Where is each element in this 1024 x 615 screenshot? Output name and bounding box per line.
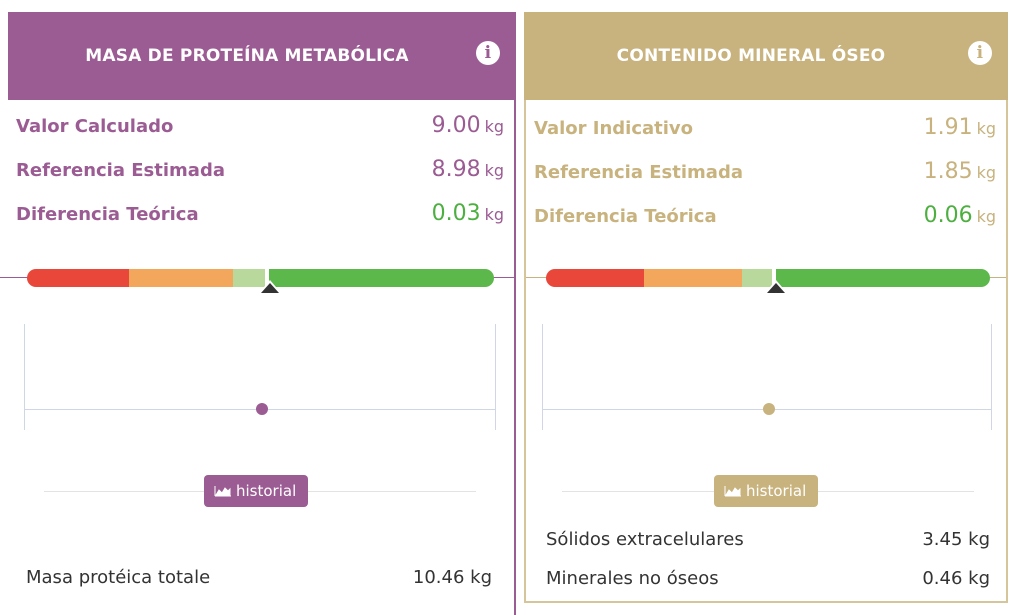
metric-value: 0.06: [923, 203, 973, 228]
gauge-segment-red: [546, 269, 644, 287]
history-button[interactable]: historial: [204, 475, 309, 507]
metric-unit: kg: [484, 117, 504, 136]
gauge-pointer-icon: [258, 280, 282, 294]
history-chart: [24, 324, 496, 430]
gauge-pointer-icon: [764, 280, 788, 294]
bottom-item-non-bone-minerals: Minerales no óseos 0.46 kg: [546, 565, 990, 591]
history-button-label: historial: [746, 482, 807, 500]
metric-unit: kg: [976, 207, 996, 226]
metric-row-difference: Diferencia Teórica 0.03 kg: [16, 201, 504, 231]
bottom-item-label: Masa protéica totale: [26, 566, 211, 588]
metric-unit: kg: [976, 163, 996, 182]
panel-header: MASA DE PROTEÍNA METABÓLICA i: [8, 12, 516, 100]
metric-row-reference: Referencia Estimada 1.85 kg: [534, 159, 996, 189]
metric-row-indicative: Valor Indicativo 1.91 kg: [534, 115, 996, 145]
info-icon[interactable]: i: [968, 41, 992, 65]
gauge-segment-orange: [129, 269, 233, 287]
chart-point[interactable]: [763, 403, 775, 415]
metric-label: Valor Indicativo: [534, 118, 694, 139]
metric-row-reference: Referencia Estimada 8.98 kg: [16, 157, 504, 187]
metric-row-difference: Diferencia Teórica 0.06 kg: [534, 203, 996, 233]
metric-unit: kg: [484, 205, 504, 224]
chart-point[interactable]: [256, 403, 268, 415]
bottom-item-label: Minerales no óseos: [546, 567, 719, 589]
range-gauge: [27, 269, 494, 287]
bone-mineral-panel: CONTENIDO MINERAL ÓSEO i Valor Indicativ…: [524, 12, 1008, 603]
bottom-item-value: 10.46 kg: [412, 566, 492, 588]
area-chart-icon: [724, 486, 741, 497]
metric-unit: kg: [484, 161, 504, 180]
area-chart-icon: [214, 486, 231, 497]
metric-value: 8.98: [431, 157, 481, 182]
gauge-segment-green: [269, 269, 494, 287]
metric-unit: kg: [976, 119, 996, 138]
panel-header: CONTENIDO MINERAL ÓSEO i: [524, 12, 1008, 100]
metric-value: 9.00: [431, 113, 481, 138]
history-chart: [542, 324, 992, 430]
bottom-item-extracellular-solids: Sólidos extracelulares 3.45 kg: [546, 526, 990, 552]
gauge-segment-red: [27, 269, 129, 287]
range-gauge: [546, 269, 990, 287]
metric-label: Referencia Estimada: [534, 162, 743, 183]
metric-label: Diferencia Teórica: [534, 206, 717, 227]
bottom-item-label: Sólidos extracelulares: [546, 528, 744, 550]
metric-label: Diferencia Teórica: [16, 204, 199, 225]
bottom-item-total-protein: Masa protéica totale 10.46 kg: [26, 564, 492, 590]
metric-value: 0.03: [431, 201, 481, 226]
panel-title: MASA DE PROTEÍNA METABÓLICA: [85, 46, 409, 66]
metric-value: 1.85: [923, 159, 973, 184]
panel-title: CONTENIDO MINERAL ÓSEO: [616, 46, 886, 66]
history-button[interactable]: historial: [714, 475, 819, 507]
metric-label: Referencia Estimada: [16, 160, 225, 181]
history-button-label: historial: [236, 482, 297, 500]
gauge-segment-orange: [644, 269, 742, 287]
metric-label: Valor Calculado: [16, 116, 174, 137]
protein-mass-panel: MASA DE PROTEÍNA METABÓLICA i Valor Calc…: [0, 12, 516, 615]
bottom-item-value: 3.45 kg: [922, 528, 990, 550]
gauge-segment-light-green: [233, 269, 265, 287]
bottom-item-value: 0.46 kg: [922, 567, 990, 589]
info-icon[interactable]: i: [476, 41, 500, 65]
metric-row-calculated: Valor Calculado 9.00 kg: [16, 113, 504, 143]
metric-value: 1.91: [923, 115, 973, 140]
gauge-segment-green: [776, 269, 990, 287]
